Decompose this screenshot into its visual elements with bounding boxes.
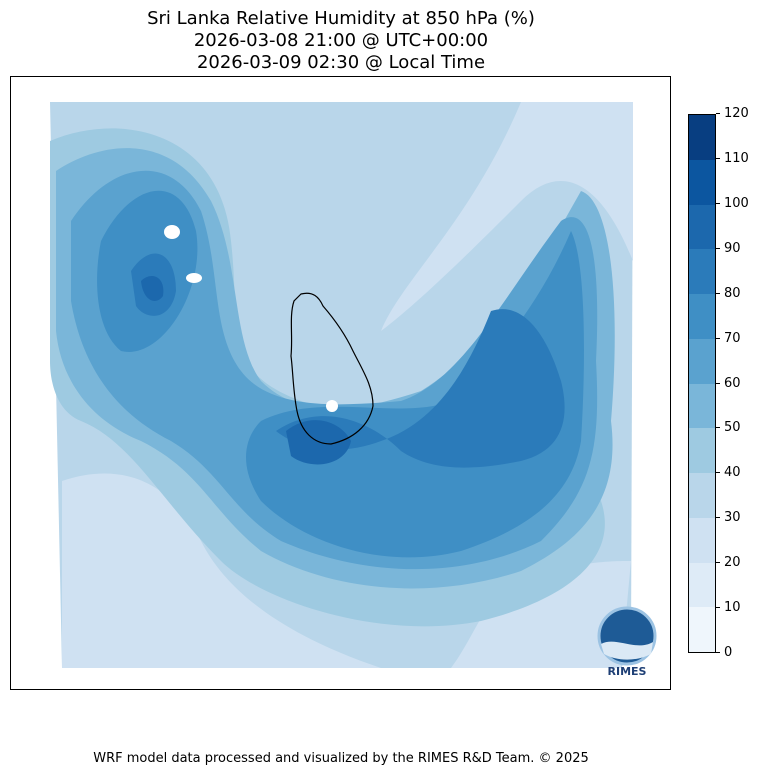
colorbar-segment-70 — [689, 294, 715, 339]
colorbar-segment-100 — [689, 159, 715, 205]
colorbar-segment-20 — [689, 517, 715, 563]
colorbar-tick-label: 90 — [716, 241, 741, 256]
colorbar-tick-label: 60 — [716, 376, 741, 391]
colorbar-segment-10 — [689, 562, 715, 608]
colorbar-tick-label: 80 — [716, 286, 741, 301]
contour-low-bottomleft — [62, 473, 381, 668]
contour-low-bottomright — [451, 561, 631, 668]
colorbar-tick-label: 120 — [716, 107, 749, 121]
colorbar-segment-0 — [689, 607, 715, 652]
footer-credit: WRF model data processed and visualized … — [93, 751, 589, 766]
rimes-logo: RIMES — [597, 606, 657, 678]
colorbar-segment-90 — [689, 204, 715, 250]
sri-lanka-outline — [290, 292, 374, 445]
colorbar-tick-label: 30 — [716, 511, 741, 525]
colorbar-tick-label: 10 — [716, 601, 741, 615]
utc-time: 2026-03-08 21:00 @ UTC+00:00 — [193, 30, 489, 51]
colorbar-segment-80 — [689, 249, 715, 294]
colorbar — [688, 114, 716, 653]
colorbar-segment-60 — [689, 338, 715, 384]
contour-low-right — [381, 102, 633, 331]
colorbar-tick-label: 100 — [716, 196, 749, 211]
missing-data-patch — [164, 225, 180, 239]
contour-90 — [141, 276, 351, 465]
logo-text: RIMES — [608, 665, 647, 678]
colorbar-tick-label: 40 — [716, 466, 741, 480]
colorbar-segment-110 — [689, 115, 715, 160]
contour-80 — [131, 253, 565, 468]
colorbar-tick-label: 110 — [716, 151, 749, 166]
colorbar-segment-40 — [689, 428, 715, 473]
missing-data-patch — [326, 400, 338, 412]
map-frame — [10, 76, 671, 690]
local-time: 2026-03-09 02:30 @ Local Time — [196, 52, 486, 73]
colorbar-tick-label: 70 — [716, 331, 741, 346]
missing-data-patch — [186, 273, 202, 283]
humidity-map — [50, 102, 633, 668]
colorbar-segment-30 — [689, 473, 715, 518]
chart-title: Sri Lanka Relative Humidity at 850 hPa (… — [147, 8, 535, 29]
colorbar-tick-label: 50 — [716, 421, 741, 435]
colorbar-tick-label: 20 — [716, 556, 741, 570]
colorbar-tick-label: 0 — [716, 646, 732, 660]
colorbar-segment-50 — [689, 383, 715, 429]
